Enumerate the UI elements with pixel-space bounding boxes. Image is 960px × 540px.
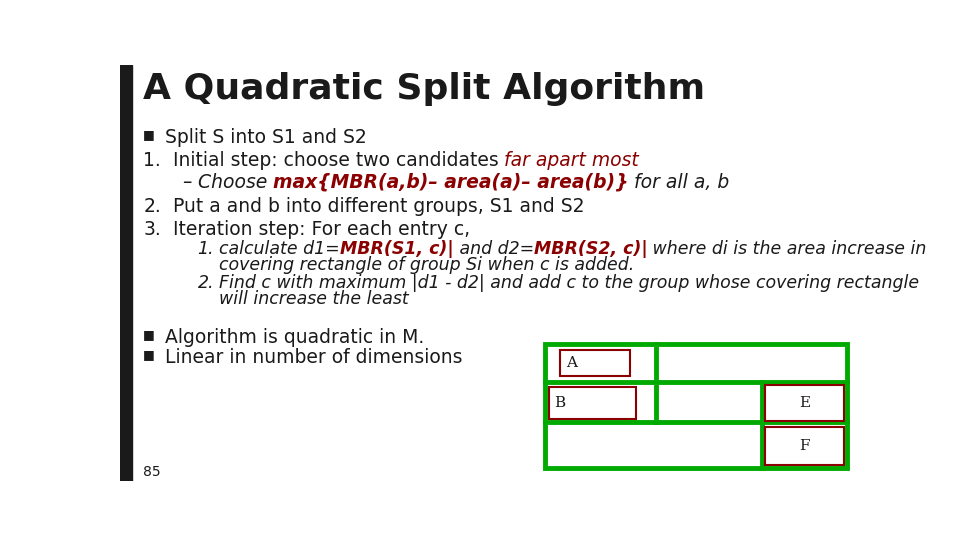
Text: MBR(S1, c)|: MBR(S1, c)| <box>340 240 453 258</box>
Text: 1.: 1. <box>198 240 214 258</box>
Text: Algorithm is quadratic in M.: Algorithm is quadratic in M. <box>165 328 424 347</box>
Bar <box>549 387 636 419</box>
Text: ■: ■ <box>143 128 155 141</box>
Bar <box>120 65 132 481</box>
Text: max{MBR(a,b)– area(a)– area(b)}: max{MBR(a,b)– area(a)– area(b)} <box>273 173 628 192</box>
Text: Iteration step: For each entry c,: Iteration step: For each entry c, <box>173 220 469 239</box>
Text: Choose: Choose <box>198 173 273 192</box>
Text: Find c with maximum |d1 - d2| and add c to the group whose covering rectangle: Find c with maximum |d1 - d2| and add c … <box>219 274 920 292</box>
Text: A Quadratic Split Algorithm: A Quadratic Split Algorithm <box>143 72 706 106</box>
Bar <box>765 427 844 465</box>
Text: where di is the area increase in: where di is the area increase in <box>647 240 926 258</box>
Text: far apart most: far apart most <box>504 151 639 170</box>
Text: MBR(S2, c)|: MBR(S2, c)| <box>534 240 647 258</box>
Text: 85: 85 <box>143 465 161 479</box>
Text: 1.: 1. <box>143 151 161 170</box>
Text: 2.: 2. <box>198 274 214 292</box>
Text: and d2=: and d2= <box>453 240 534 258</box>
Text: 3.: 3. <box>143 220 161 239</box>
Text: 2.: 2. <box>143 197 161 216</box>
Text: ■: ■ <box>143 348 155 361</box>
Bar <box>544 343 847 468</box>
Text: Linear in number of dimensions: Linear in number of dimensions <box>165 348 463 367</box>
Text: Split S into S1 and S2: Split S into S1 and S2 <box>165 128 367 147</box>
Bar <box>561 350 630 376</box>
Text: will increase the least: will increase the least <box>219 289 409 308</box>
Text: calculate d1=: calculate d1= <box>219 240 340 258</box>
Bar <box>765 385 844 421</box>
Text: for all a, b: for all a, b <box>628 173 730 192</box>
Text: –: – <box>182 173 191 192</box>
Text: F: F <box>799 439 809 453</box>
Text: ■: ■ <box>143 328 155 341</box>
Text: Put a and b into different groups, S1 and S2: Put a and b into different groups, S1 an… <box>173 197 585 216</box>
Text: Initial step: choose two candidates: Initial step: choose two candidates <box>173 151 504 170</box>
Text: A: A <box>566 356 577 370</box>
Text: covering rectangle of group Si when c is added.: covering rectangle of group Si when c is… <box>219 256 635 274</box>
Text: E: E <box>799 396 810 410</box>
Text: B: B <box>554 396 565 410</box>
